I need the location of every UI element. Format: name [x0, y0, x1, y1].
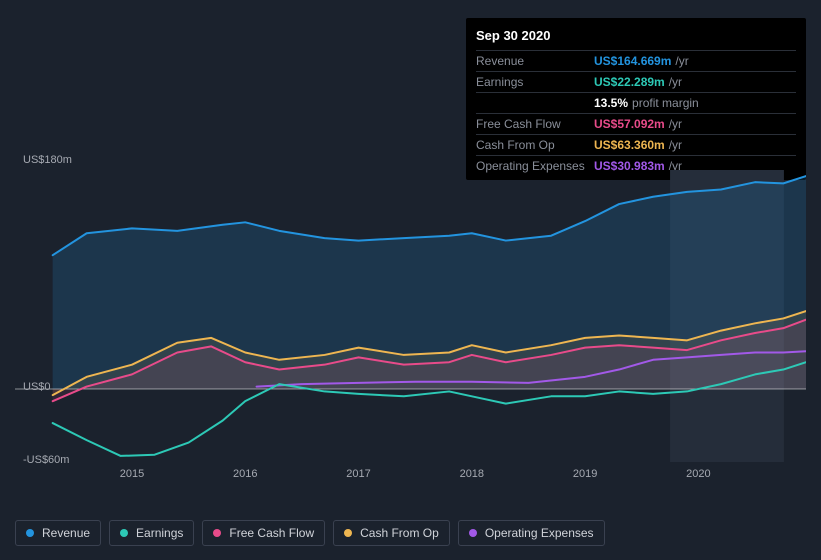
chart-canvas [15, 158, 806, 478]
legend-dot-icon [213, 529, 221, 537]
tooltip-label: Free Cash Flow [476, 115, 594, 133]
financial-area-chart[interactable]: US$180m US$0 -US$60m 2015201620172018201… [15, 158, 806, 478]
legend-label: Operating Expenses [485, 526, 594, 540]
tooltip-row-fcf: Free Cash Flow US$57.092m /yr [476, 113, 796, 134]
tooltip-suffix: /yr [675, 52, 688, 70]
legend-dot-icon [26, 529, 34, 537]
legend-label: Earnings [136, 526, 183, 540]
tooltip-row-margin: 13.5% profit margin [476, 92, 796, 113]
tooltip-label: Earnings [476, 73, 594, 91]
tooltip-row-revenue: Revenue US$164.669m /yr [476, 50, 796, 71]
legend-label: Cash From Op [360, 526, 439, 540]
legend-item-opex[interactable]: Operating Expenses [458, 520, 605, 546]
legend-dot-icon [344, 529, 352, 537]
y-axis-label-180: US$180m [23, 154, 72, 166]
x-axis-tick: 2015 [120, 468, 144, 480]
tooltip-value: US$22.289m [594, 73, 665, 91]
tooltip-value: US$57.092m [594, 115, 665, 133]
x-axis-tick: 2019 [573, 468, 597, 480]
x-axis-labels: 2015 2016 2017 2018 2019 2020 [15, 468, 806, 484]
chart-tooltip: Sep 30 2020 Revenue US$164.669m /yr Earn… [466, 18, 806, 180]
tooltip-date: Sep 30 2020 [476, 26, 796, 46]
y-axis-label-0: US$0 [23, 381, 51, 393]
tooltip-label: Revenue [476, 52, 594, 70]
legend-item-fcf[interactable]: Free Cash Flow [202, 520, 325, 546]
tooltip-row-cfo: Cash From Op US$63.360m /yr [476, 134, 796, 155]
tooltip-label [476, 94, 594, 112]
tooltip-suffix: profit margin [632, 94, 699, 112]
x-axis-tick: 2018 [460, 468, 484, 480]
legend-dot-icon [469, 529, 477, 537]
tooltip-label: Cash From Op [476, 136, 594, 154]
tooltip-suffix: /yr [669, 136, 682, 154]
tooltip-suffix: /yr [669, 73, 682, 91]
tooltip-value: 13.5% [594, 94, 628, 112]
chart-legend: Revenue Earnings Free Cash Flow Cash Fro… [15, 520, 605, 546]
tooltip-value: US$63.360m [594, 136, 665, 154]
tooltip-suffix: /yr [669, 115, 682, 133]
x-axis-tick: 2020 [686, 468, 710, 480]
legend-dot-icon [120, 529, 128, 537]
x-axis-tick: 2017 [346, 468, 370, 480]
legend-item-earnings[interactable]: Earnings [109, 520, 194, 546]
legend-item-cfo[interactable]: Cash From Op [333, 520, 450, 546]
tooltip-row-earnings: Earnings US$22.289m /yr [476, 71, 796, 92]
legend-label: Revenue [42, 526, 90, 540]
tooltip-value: US$164.669m [594, 52, 671, 70]
legend-label: Free Cash Flow [229, 526, 314, 540]
legend-item-revenue[interactable]: Revenue [15, 520, 101, 546]
y-axis-label-neg60: -US$60m [23, 454, 69, 466]
x-axis-tick: 2016 [233, 468, 257, 480]
